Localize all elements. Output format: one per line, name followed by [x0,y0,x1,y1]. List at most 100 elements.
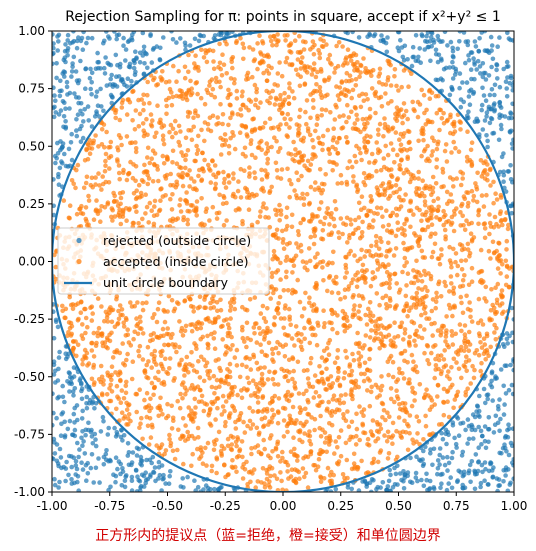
accepted-point [342,475,347,481]
accepted-point [497,252,502,258]
accepted-point [498,192,504,198]
rejected-point [80,112,85,117]
rejected-point [501,412,507,417]
accepted-point [344,119,349,125]
accepted-point [320,187,326,193]
accepted-point [189,86,194,91]
accepted-point [405,360,410,365]
accepted-point [395,454,400,460]
accepted-point [377,66,383,72]
accepted-point [430,249,436,255]
accepted-point [224,350,229,355]
accepted-point [269,270,275,276]
accepted-point [420,212,425,217]
rejected-point [440,39,445,44]
accepted-point [273,95,279,101]
accepted-point [244,132,250,137]
accepted-point [388,213,393,219]
accepted-point [470,363,475,369]
accepted-point [345,165,351,171]
accepted-point [398,147,403,153]
rejected-point [443,431,449,437]
accepted-point [261,437,267,443]
accepted-point [336,434,342,440]
accepted-point [356,384,362,390]
accepted-point [61,198,67,203]
accepted-point [294,468,300,473]
rejected-point [484,114,489,119]
accepted-point [471,235,477,240]
rejected-point [148,33,153,39]
rejected-point [124,473,129,478]
rejected-point [478,428,484,434]
accepted-point [244,77,249,82]
rejected-point [489,468,495,473]
rejected-point [328,489,334,492]
accepted-point [438,107,444,113]
accepted-point [398,142,404,147]
rejected-point [511,359,514,364]
accepted-point [353,227,358,233]
accepted-point [255,219,260,225]
accepted-point [259,416,265,422]
rejected-point [440,455,446,460]
accepted-point [362,360,368,366]
accepted-point [336,290,341,296]
rejected-point [193,488,198,492]
accepted-point [352,303,357,308]
accepted-point [355,330,360,336]
accepted-point [308,326,314,332]
rejected-point [392,482,398,487]
rejected-point [472,472,478,477]
accepted-point [380,82,385,87]
accepted-point [409,403,415,409]
rejected-point [126,462,132,468]
rejected-point [77,447,82,452]
accepted-point [178,174,183,179]
accepted-point [267,224,273,230]
rejected-point [84,40,89,46]
accepted-point [192,341,197,346]
accepted-point [261,316,267,321]
accepted-point [378,205,384,211]
accepted-point [275,305,280,311]
accepted-point [243,125,249,130]
accepted-point [124,379,129,385]
rejected-point [53,98,58,103]
rejected-point [74,128,79,133]
accepted-point [464,218,469,223]
accepted-point [285,111,291,117]
accepted-point [280,405,286,411]
rejected-point [508,75,514,81]
accepted-point [326,442,332,447]
rejected-point [62,48,68,54]
accepted-point [316,135,321,141]
accepted-point [234,88,240,94]
accepted-point [282,354,288,359]
accepted-point [439,247,444,252]
accepted-point [435,382,441,388]
accepted-point [80,357,85,363]
accepted-point [220,137,226,143]
accepted-point [138,319,143,324]
accepted-point [308,92,313,97]
accepted-point [356,276,362,282]
accepted-point [124,357,129,363]
accepted-point [403,192,408,197]
accepted-point [194,143,199,149]
accepted-point [185,221,191,227]
accepted-point [452,303,457,309]
accepted-point [161,161,167,166]
rejected-point [442,462,448,468]
accepted-point [499,301,505,306]
accepted-point [143,192,148,197]
accepted-point [380,262,386,267]
accepted-point [352,253,357,258]
accepted-point [216,210,222,216]
accepted-point [232,77,237,82]
rejected-point [101,454,107,460]
accepted-point [456,366,462,372]
accepted-point [288,449,294,455]
rejected-point [472,414,478,420]
accepted-point [91,217,97,222]
